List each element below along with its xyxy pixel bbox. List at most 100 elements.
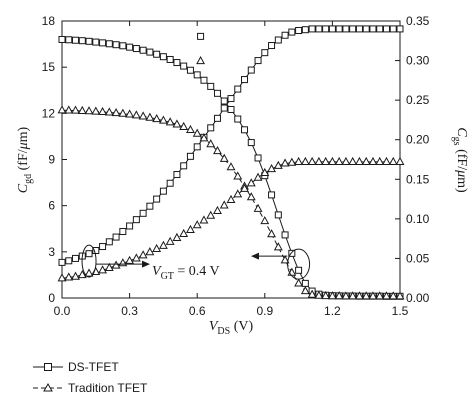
- data-point-square: [132, 45, 140, 53]
- data-point-triangle: [158, 240, 168, 249]
- y-left-tick-label: 3: [48, 245, 55, 259]
- data-point-square: [166, 55, 174, 63]
- data-point-triangle: [348, 291, 358, 300]
- data-point-square: [173, 59, 181, 67]
- y-right-axis-title-end: m): [454, 177, 469, 193]
- data-point-square: [58, 35, 66, 43]
- data-point-square: [99, 243, 107, 251]
- data-point-triangle: [388, 156, 398, 165]
- data-point-square: [254, 154, 262, 162]
- y-right-axis-title-main: C: [454, 127, 469, 137]
- x-axis-title-unit: (V): [230, 319, 253, 334]
- legend-triangle-marker: [43, 382, 53, 392]
- data-point-square: [92, 38, 100, 46]
- vgt-annotation-sub: GT: [161, 271, 174, 282]
- data-point-square: [288, 28, 296, 36]
- data-point-triangle: [192, 220, 202, 229]
- data-point-triangle: [368, 291, 378, 300]
- data-point-square: [193, 143, 201, 151]
- data-point-triangle: [111, 260, 121, 269]
- x-tick-label: 1.5: [392, 304, 409, 318]
- stray-triangle-marker: [196, 55, 206, 65]
- data-point-square: [247, 139, 255, 147]
- y-right-axis-title-mu: μ: [454, 169, 469, 177]
- data-point-triangle: [145, 247, 155, 256]
- data-point-square: [254, 57, 262, 65]
- y-right-tick-label: 0.25: [406, 93, 430, 107]
- x-axis-title-main: V: [209, 319, 219, 334]
- data-point-square: [227, 105, 235, 113]
- data-point-square: [369, 25, 377, 33]
- data-point-square: [268, 191, 276, 199]
- data-point-square: [105, 238, 113, 246]
- data-point-triangle: [84, 106, 94, 115]
- highlight-ellipse-left: [81, 244, 97, 278]
- data-point-triangle: [334, 156, 344, 165]
- data-point-triangle: [368, 156, 378, 165]
- y-right-tick-label: 0.05: [406, 251, 430, 265]
- data-point-triangle: [213, 145, 222, 155]
- data-point-triangle: [179, 121, 189, 130]
- data-point-triangle: [260, 216, 270, 225]
- y-left-tick-label: 12: [42, 106, 56, 120]
- data-point-square: [220, 97, 228, 105]
- y-right-axis-title-unit: (fF/: [454, 146, 469, 171]
- data-point-square: [105, 40, 113, 48]
- data-point-square: [65, 257, 73, 265]
- y-left-axis-title-main: C: [16, 183, 31, 193]
- data-point-square: [213, 89, 221, 97]
- data-point-triangle: [118, 108, 128, 117]
- data-point-square: [72, 254, 80, 262]
- data-point-triangle: [307, 156, 317, 165]
- data-point-triangle: [267, 163, 277, 173]
- data-point-square: [241, 76, 249, 84]
- series-line-tradition-tfet-cgs: [61, 161, 400, 279]
- data-point-triangle: [287, 157, 297, 166]
- data-point-triangle: [388, 291, 398, 300]
- data-point-square: [328, 25, 336, 33]
- data-point-triangle: [240, 183, 249, 192]
- y-right-axis-title: Cgs (fF/μm): [451, 127, 469, 193]
- data-point-triangle: [145, 112, 155, 121]
- data-point-triangle: [152, 243, 162, 253]
- data-point-triangle: [199, 133, 209, 142]
- data-point-triangle: [361, 156, 371, 165]
- data-point-triangle: [307, 289, 317, 298]
- data-point-triangle: [165, 236, 175, 245]
- data-point-triangle: [125, 255, 135, 264]
- x-axis-title: VDS (V): [209, 319, 254, 337]
- data-point-triangle: [57, 273, 67, 282]
- data-point-square: [234, 85, 242, 93]
- y-left-tick-label: 9: [48, 153, 55, 167]
- x-tick-label: 1.2: [324, 304, 341, 318]
- y-left-tick-label: 0: [48, 291, 55, 305]
- data-point-triangle: [206, 139, 216, 148]
- data-point-triangle: [64, 272, 74, 281]
- series-layer: [57, 25, 405, 300]
- data-point-triangle: [71, 271, 80, 280]
- data-point-square: [396, 25, 404, 33]
- data-point-square: [200, 76, 208, 84]
- stray-square-marker: [197, 32, 205, 40]
- data-point-square: [72, 36, 80, 44]
- data-point-square: [355, 25, 363, 33]
- data-point-triangle: [267, 229, 277, 238]
- data-point-triangle: [104, 262, 114, 272]
- data-point-triangle: [314, 156, 324, 165]
- y-left-axis-title: Cgd (fF/μm): [16, 126, 34, 193]
- data-point-square: [342, 25, 350, 33]
- data-point-square: [58, 258, 66, 266]
- data-point-triangle: [219, 153, 229, 162]
- data-point-square: [301, 26, 309, 34]
- data-point-square: [85, 37, 93, 45]
- data-point-square: [65, 36, 73, 44]
- data-point-triangle: [64, 105, 74, 114]
- data-point-triangle: [294, 278, 304, 287]
- data-point-triangle: [199, 215, 209, 224]
- y-right-tick-label: 0.00: [406, 291, 430, 305]
- y-right-tick-label: 0.30: [406, 54, 430, 68]
- data-point-square: [207, 82, 215, 90]
- data-point-square: [295, 26, 303, 34]
- data-point-square: [112, 233, 120, 241]
